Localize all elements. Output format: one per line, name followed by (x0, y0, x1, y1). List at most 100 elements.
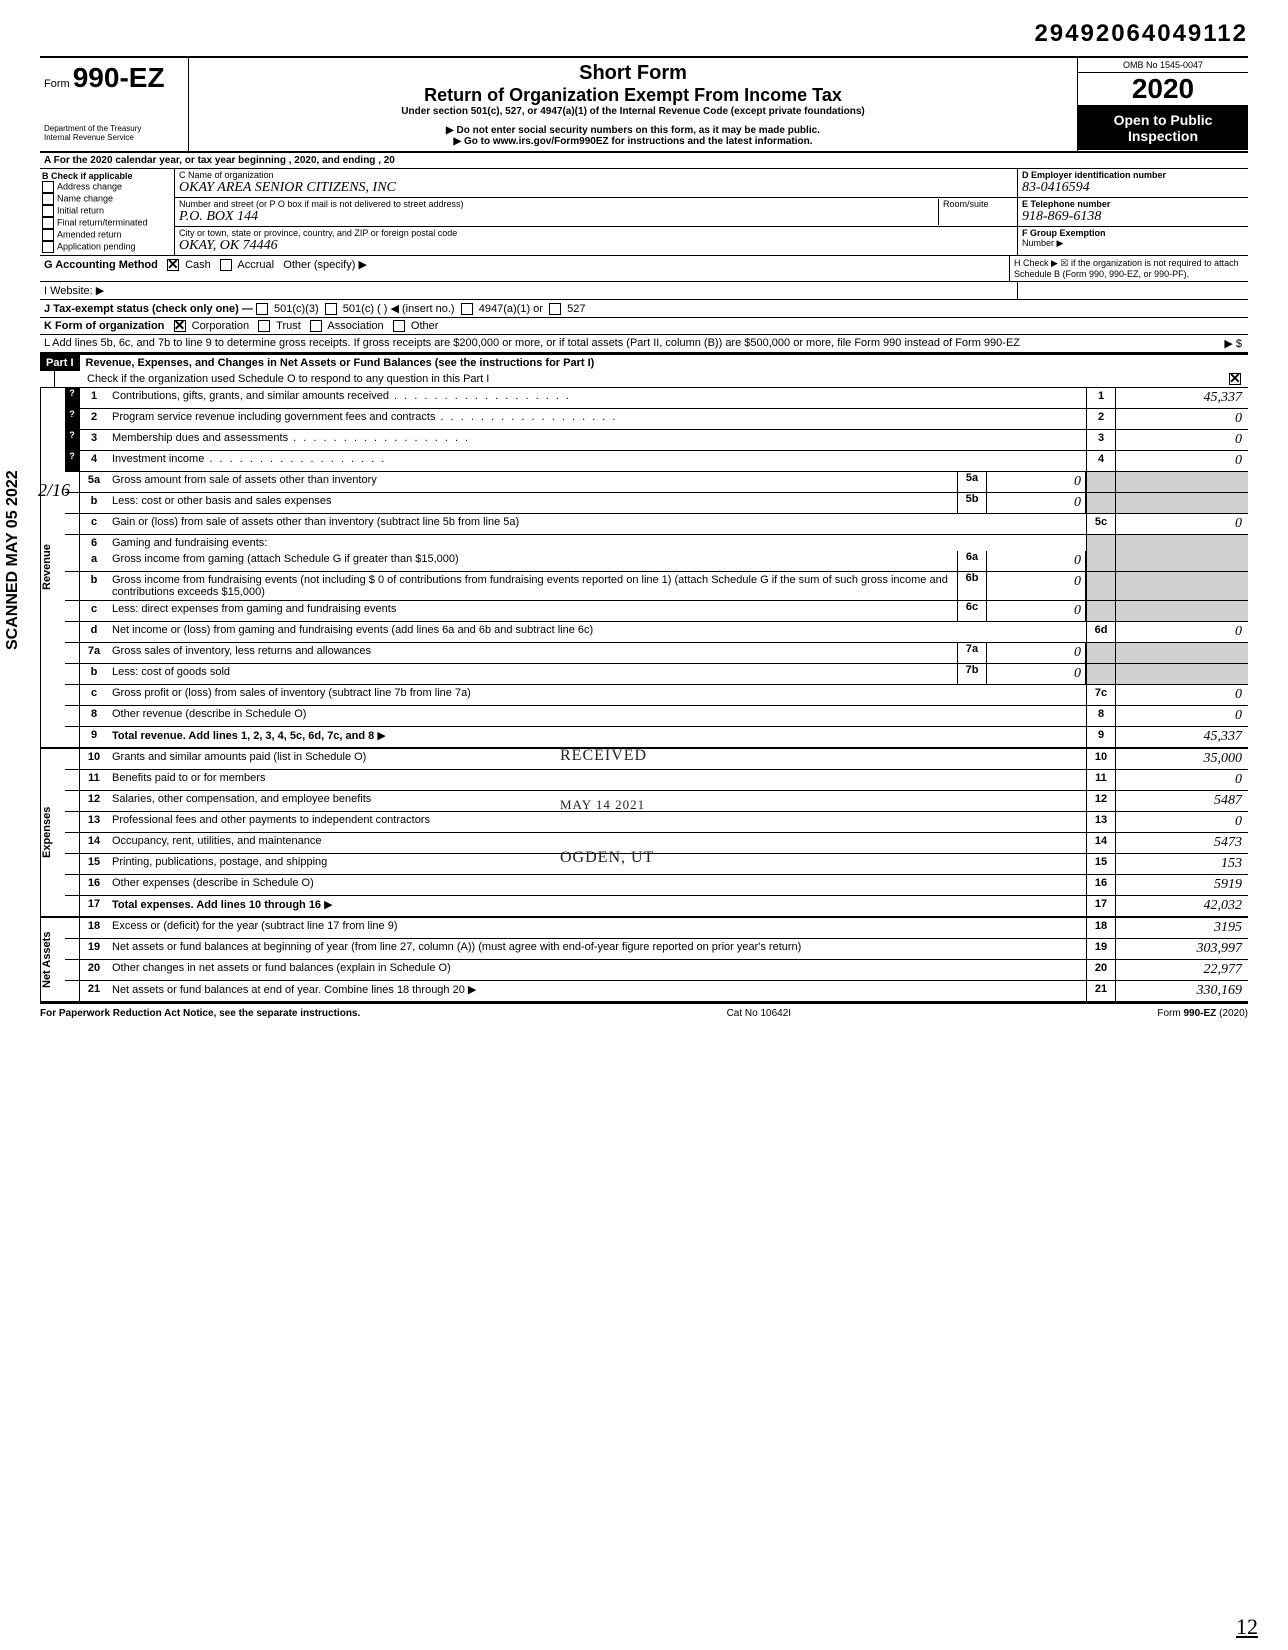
cb-pending[interactable] (42, 241, 54, 253)
line3-text: Membership dues and assessments (108, 430, 1086, 450)
telephone: 918-869-6138 (1022, 209, 1101, 224)
cb-address-change[interactable] (42, 181, 54, 193)
j-label: J Tax-exempt status (check only one) — (44, 303, 253, 315)
line7b-text: Less: cost of goods sold (108, 664, 957, 684)
line18-text: Excess or (deficit) for the year (subtra… (108, 918, 1086, 938)
cb-527[interactable] (549, 303, 561, 315)
lbl-amended: Amended return (57, 229, 122, 239)
line20-text: Other changes in net assets or fund bala… (108, 960, 1086, 980)
warn-ssn: ▶ Do not enter social security numbers o… (197, 125, 1069, 136)
line2-text: Program service revenue including govern… (108, 409, 1086, 429)
room-suite-label: Room/suite (938, 199, 1013, 225)
ein: 83-0416594 (1022, 180, 1090, 195)
cb-cash[interactable] (167, 259, 179, 271)
lbl-assoc: Association (327, 320, 383, 332)
line10-val: 35,000 (1115, 749, 1248, 769)
line16-val: 5919 (1115, 875, 1248, 895)
cb-accrual[interactable] (220, 259, 232, 271)
line5b-text: Less: cost or other basis and sales expe… (108, 493, 957, 513)
line15-val: 153 (1115, 854, 1248, 874)
line5c-val: 0 (1115, 514, 1248, 534)
org-city: OKAY, OK 74446 (179, 238, 278, 253)
part1-label: Part I (40, 355, 80, 371)
cb-corp[interactable] (174, 320, 186, 332)
line5c-text: Gain or (loss) from sale of assets other… (108, 514, 1086, 534)
cb-initial[interactable] (42, 205, 54, 217)
line19-text: Net assets or fund balances at beginning… (108, 939, 1086, 959)
cb-assoc[interactable] (310, 320, 322, 332)
cb-final[interactable] (42, 217, 54, 229)
lbl-pending: Application pending (57, 241, 136, 251)
cb-name-change[interactable] (42, 193, 54, 205)
line7b-val: 0 (986, 664, 1086, 684)
line1-val: 45,337 (1115, 388, 1248, 408)
open-public: Open to Public Inspection (1078, 106, 1248, 150)
line7c-val: 0 (1115, 685, 1248, 705)
cb-501c[interactable] (325, 303, 337, 315)
lbl-address-change: Address change (57, 181, 122, 191)
d-label: D Employer identification number (1022, 170, 1166, 180)
line1-text: Contributions, gifts, grants, and simila… (108, 388, 1086, 408)
page-number: 12 (1236, 1614, 1258, 1640)
short-form-title: Short Form (197, 62, 1069, 85)
footer: For Paperwork Reduction Act Notice, see … (40, 1003, 1248, 1019)
line21-text: Net assets or fund balances at end of ye… (108, 981, 1086, 1001)
g-label: G Accounting Method (44, 259, 158, 271)
cb-4947[interactable] (461, 303, 473, 315)
line7a-text: Gross sales of inventory, less returns a… (108, 643, 957, 663)
line12-val: 5487 (1115, 791, 1248, 811)
c-city-label: City or town, state or province, country… (179, 228, 457, 238)
line21-val: 330,169 (1115, 981, 1248, 1001)
c-street-label: Number and street (or P O box if mail is… (179, 199, 463, 209)
line9-text: Total revenue. Add lines 1, 2, 3, 4, 5c,… (108, 727, 1086, 747)
stamp-ogden: OGDEN, UT (560, 849, 654, 867)
line5a-val: 0 (986, 472, 1086, 492)
stamp-received: RECEIVED (560, 747, 647, 765)
cb-trust[interactable] (258, 320, 270, 332)
b-label: B Check if applicable (42, 171, 172, 181)
c-name-label: C Name of organization (179, 170, 274, 180)
line18-val: 3195 (1115, 918, 1248, 938)
e-label: E Telephone number (1022, 199, 1110, 209)
line6c-text: Less: direct expenses from gaming and fu… (108, 601, 957, 621)
dept-treasury: Department of the Treasury (44, 124, 184, 133)
form-number: 990-EZ (73, 62, 165, 93)
line2-val: 0 (1115, 409, 1248, 429)
line6d-text: Net income or (loss) from gaming and fun… (108, 622, 1086, 642)
margin-note: 2/16 (38, 480, 70, 501)
line6a-text: Gross income from gaming (attach Schedul… (108, 551, 957, 571)
footer-mid: Cat No 10642I (727, 1008, 792, 1019)
omb: OMB No 1545-0047 (1078, 58, 1248, 73)
line13-val: 0 (1115, 812, 1248, 832)
line6b-text: Gross income from fundraising events (no… (108, 572, 957, 600)
line4-val: 0 (1115, 451, 1248, 471)
expenses-tab: Expenses (40, 749, 65, 916)
scanned-stamp: SCANNED MAY 05 2022 (4, 470, 22, 650)
org-name: OKAY AREA SENIOR CITIZENS, INC (179, 180, 396, 195)
lbl-accrual: Accrual (237, 259, 274, 271)
line8-val: 0 (1115, 706, 1248, 726)
line7c-text: Gross profit or (loss) from sales of inv… (108, 685, 1086, 705)
document-number: 29492064049112 (40, 20, 1248, 48)
part1-row: Part I Revenue, Expenses, and Changes in… (40, 353, 1248, 371)
form-header: Form 990-EZ Department of the Treasury I… (40, 56, 1248, 153)
l-arrow: ▶ $ (1116, 335, 1248, 352)
line13-text: Professional fees and other payments to … (108, 812, 1086, 832)
line5a-text: Gross amount from sale of assets other t… (108, 472, 957, 492)
line17-val: 42,032 (1115, 896, 1248, 916)
line11-text: Benefits paid to or for members (108, 770, 1086, 790)
lbl-cash: Cash (185, 259, 211, 271)
tax-year: 2020 (1078, 73, 1248, 106)
line20-val: 22,977 (1115, 960, 1248, 980)
cb-amended[interactable] (42, 229, 54, 241)
lbl-501c3: 501(c)(3) (274, 303, 319, 315)
form-label: Form (44, 78, 70, 90)
cb-501c3[interactable] (256, 303, 268, 315)
lbl-name-change: Name change (57, 193, 113, 203)
line17-text: Total expenses. Add lines 10 through 16 … (108, 896, 1086, 916)
k-label: K Form of organization (44, 320, 164, 332)
line3-val: 0 (1115, 430, 1248, 450)
cb-schedO[interactable] (1229, 373, 1241, 385)
cb-other-org[interactable] (393, 320, 405, 332)
revenue-tab: Revenue (40, 388, 65, 747)
